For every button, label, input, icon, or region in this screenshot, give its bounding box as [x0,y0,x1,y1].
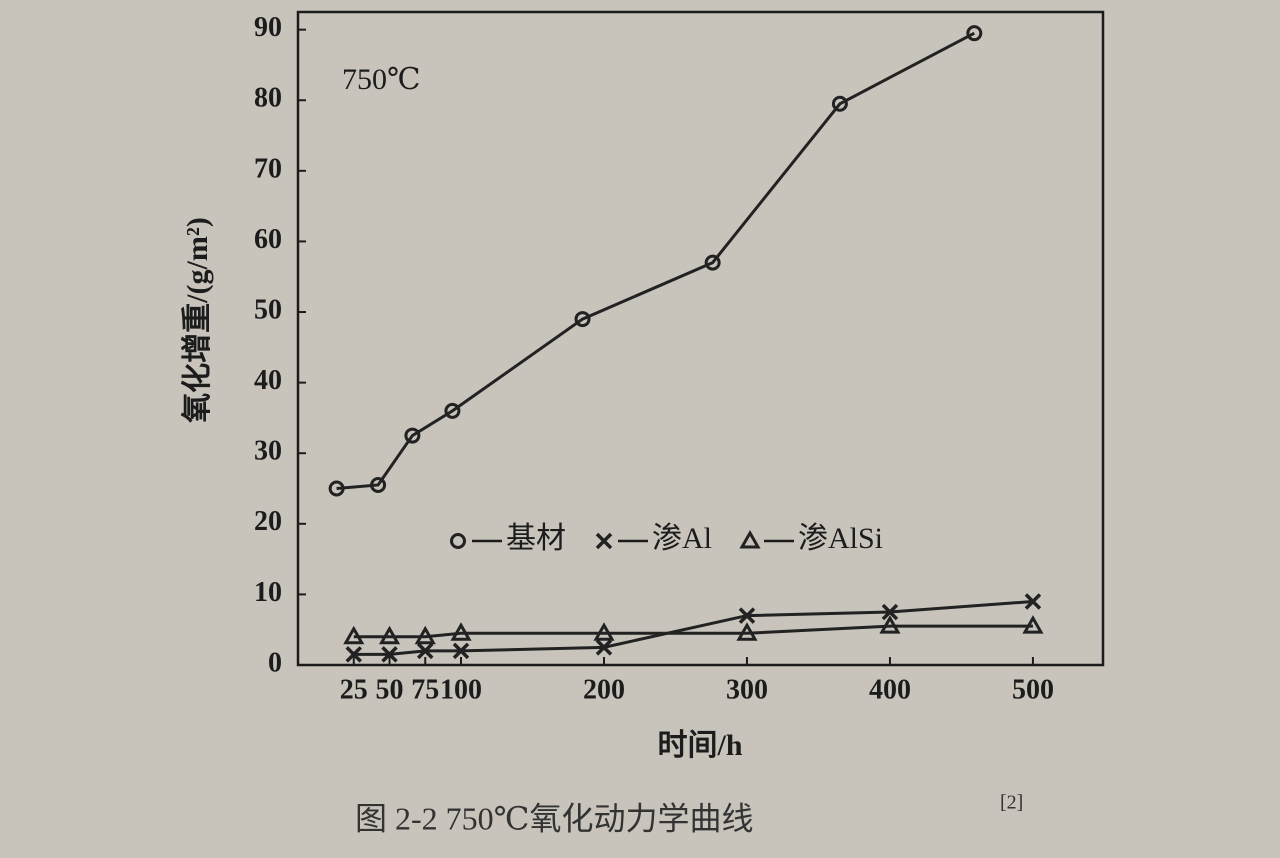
x-tick-label: 50 [376,674,404,705]
legend-marker [595,532,613,550]
marker [328,480,345,497]
marker [370,476,387,493]
x-tick-label: 400 [869,674,911,705]
annotation: 750℃ [342,63,421,96]
y-tick-label: 40 [254,365,282,396]
marker [704,254,721,271]
y-tick-label: 50 [254,294,282,325]
x-tick-label: 300 [726,674,768,705]
legend-marker [450,533,466,549]
marker [345,646,363,663]
marker [881,603,899,621]
legend-label: 渗AlSi [798,522,883,555]
marker [381,646,398,663]
x-tick-label: 25 [340,674,368,705]
marker [343,625,365,645]
legend-label: 基材 [506,522,566,555]
x-tick-label: 500 [1012,674,1054,705]
y-tick-label: 60 [254,224,282,255]
marker [1022,615,1044,634]
marker [1024,593,1042,610]
plot-frame [296,10,1105,667]
y-tick-label: 0 [268,647,282,678]
caption: 图 2-2 750℃氧化动力学曲线 [355,800,753,836]
x-tick-label: 75 [411,674,439,705]
marker [378,625,401,645]
marker [404,427,421,444]
series-line [336,31,976,491]
series-line [353,599,1034,656]
marker [831,95,848,112]
marker [450,622,472,641]
y-tick-label: 20 [254,506,282,537]
marker [417,642,434,660]
marker [574,311,591,328]
y-tick-label: 70 [254,153,282,184]
y-axis-label: 氧化增重/(g/m²) [181,217,214,423]
marker [452,642,470,660]
x-axis-label: 时间/h [657,729,742,762]
marker [736,622,758,641]
marker [593,622,615,641]
marker [595,639,613,656]
y-tick-label: 10 [254,577,282,608]
y-tick-label: 90 [254,12,282,43]
marker [738,607,756,624]
y-tick-label: 30 [254,436,282,467]
marker [444,402,461,419]
y-tick-label: 80 [254,83,282,114]
marker [879,615,901,634]
marker [414,625,436,645]
marker [966,25,983,42]
x-tick-label: 100 [440,674,482,705]
legend-label: 渗Al [652,522,712,555]
x-tick-label: 200 [583,674,625,705]
legend-marker [739,529,761,549]
caption-ref: [2] [1000,792,1023,814]
